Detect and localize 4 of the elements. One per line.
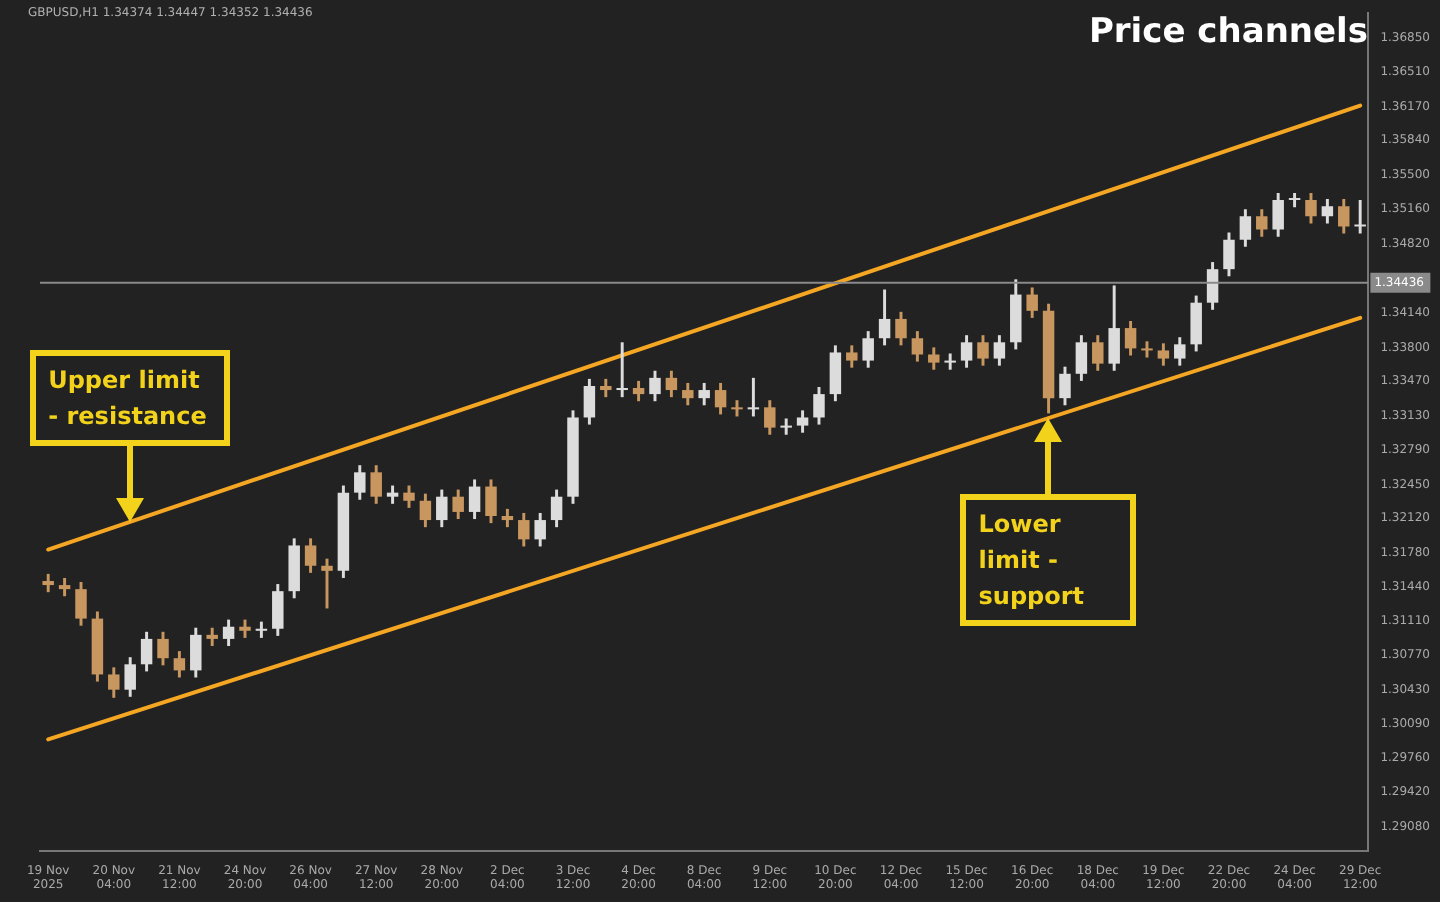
candlestick: [1354, 200, 1366, 234]
annotation: Lower limit - support: [960, 494, 1137, 627]
chart-title: Price channels: [1088, 12, 1368, 52]
annotation: Upper limit - resistance: [30, 349, 231, 446]
